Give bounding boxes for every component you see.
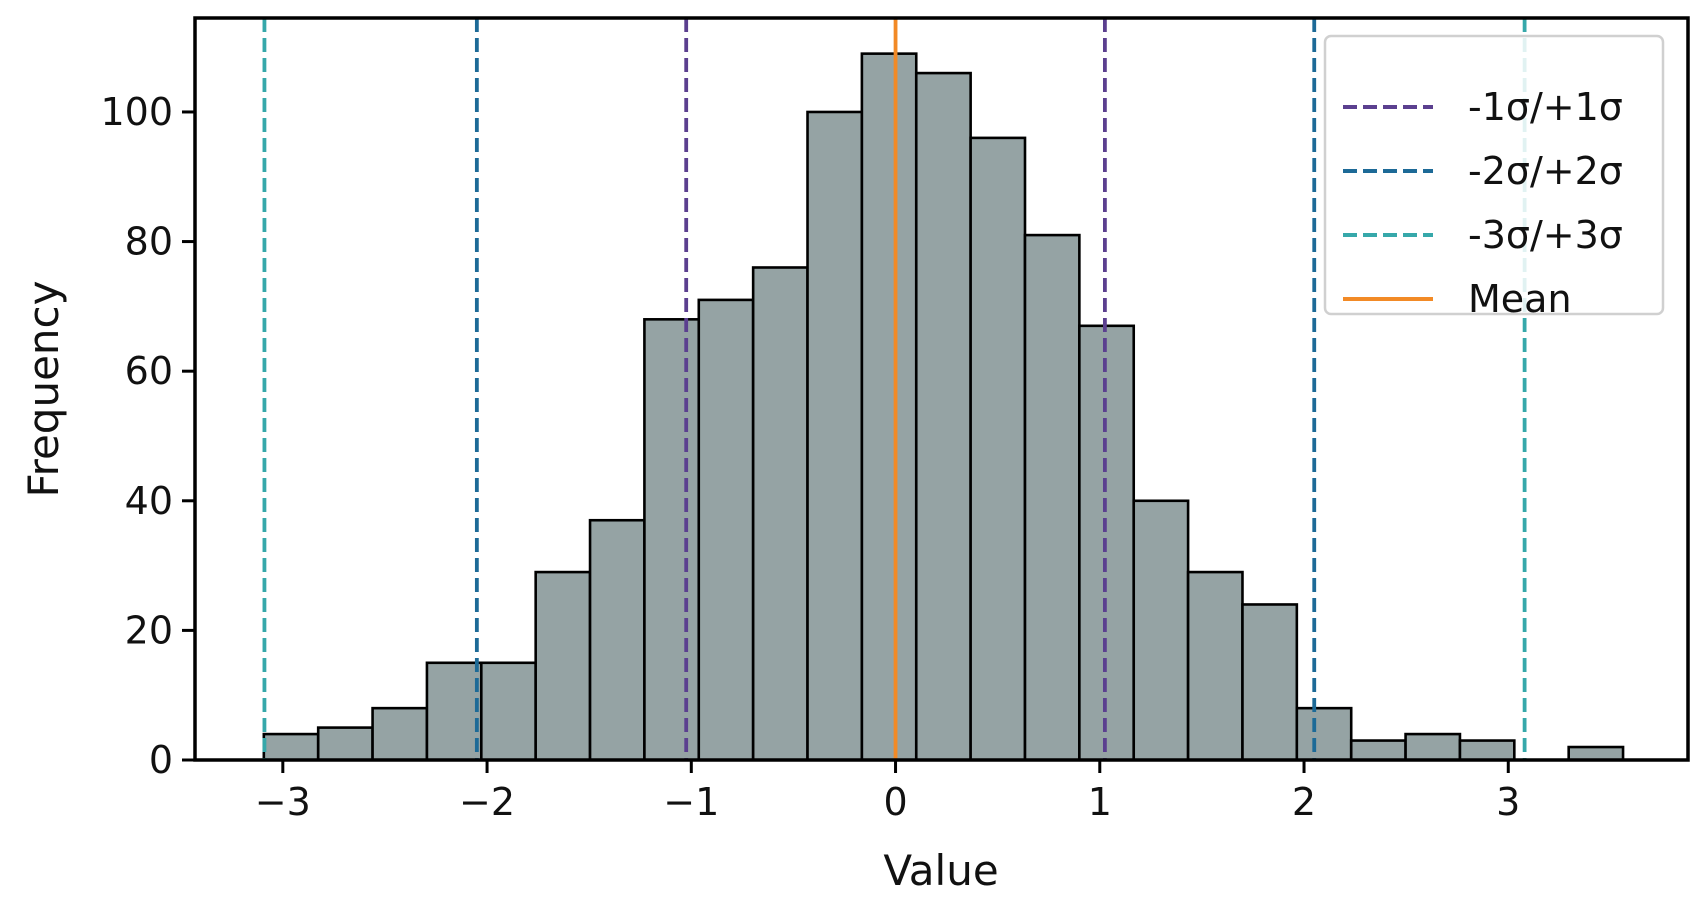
histogram-bar-24 xyxy=(1567,745,1625,762)
histogram-bar-10 xyxy=(806,110,864,762)
legend-label-0: -1σ/+1σ xyxy=(1468,85,1623,129)
y-tick-label: 60 xyxy=(125,349,173,393)
y-axis-ticks: 0 20 40 60 80 100 xyxy=(100,90,195,782)
legend-label-1: -2σ/+2σ xyxy=(1468,149,1623,193)
histogram-bar-6 xyxy=(588,518,646,762)
legend-label-3: Mean xyxy=(1468,277,1572,321)
x-axis-label: Value xyxy=(883,846,998,895)
histogram-bar-1 xyxy=(316,726,374,762)
histogram-bar-14 xyxy=(1023,233,1081,762)
bars-layer xyxy=(262,52,1625,762)
histogram-bar-8 xyxy=(697,298,755,762)
histogram-bar-20 xyxy=(1349,739,1407,762)
histogram-bar-4 xyxy=(480,661,537,762)
histogram-bar-13 xyxy=(969,136,1027,762)
y-tick-label: 0 xyxy=(149,738,173,782)
histogram-bar-18 xyxy=(1241,603,1299,762)
histogram-bar-2 xyxy=(371,706,429,762)
y-tick-label: 100 xyxy=(100,90,173,134)
x-tick-label: 1 xyxy=(1088,780,1112,824)
y-tick-label: 40 xyxy=(125,479,173,523)
histogram-bar-5 xyxy=(534,570,592,762)
x-tick-label: 0 xyxy=(883,780,907,824)
histogram-bar-19 xyxy=(1295,706,1353,762)
axes-frame xyxy=(193,16,1690,762)
x-tick-label: 2 xyxy=(1292,780,1316,824)
x-tick-label: 3 xyxy=(1496,780,1520,824)
y-axis-label: Frequency xyxy=(19,281,68,498)
legend: -1σ/+1σ -2σ/+2σ -3σ/+3σ Mean xyxy=(1323,34,1665,321)
legend-items: -1σ/+1σ -2σ/+2σ -3σ/+3σ Mean xyxy=(1343,85,1623,321)
histogram-bar-3 xyxy=(425,661,483,762)
histogram-bar-21 xyxy=(1404,732,1462,762)
legend-label-2: -3σ/+3σ xyxy=(1468,213,1623,257)
x-tick-label: −2 xyxy=(459,780,515,824)
y-tick-label: 80 xyxy=(125,220,173,264)
histogram-bar-12 xyxy=(914,71,972,762)
histogram-bar-11 xyxy=(860,52,918,762)
histogram-bar-7 xyxy=(643,318,701,762)
y-tick-label: 20 xyxy=(125,608,173,652)
histogram-bar-17 xyxy=(1186,570,1244,762)
histogram-bar-9 xyxy=(751,266,809,762)
histogram-bar-22 xyxy=(1458,739,1516,762)
x-tick-label: −3 xyxy=(255,780,311,824)
x-tick-label: −1 xyxy=(663,780,719,824)
histogram-bar-16 xyxy=(1132,499,1190,762)
x-axis-ticks: −3 −2 −1 0 1 2 3 xyxy=(255,760,1520,824)
histogram-bar-0 xyxy=(262,732,320,762)
